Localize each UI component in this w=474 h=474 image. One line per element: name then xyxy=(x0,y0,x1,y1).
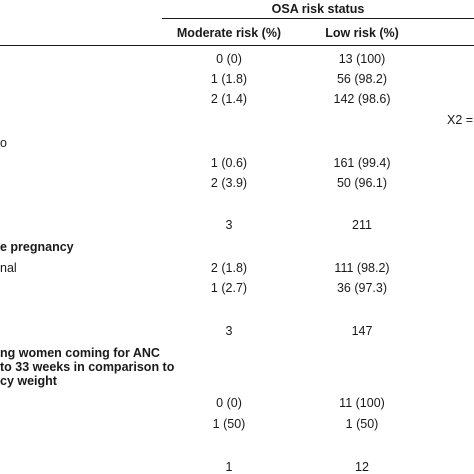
header-group-rule xyxy=(162,18,474,19)
column-header-moderate: Moderate risk (%) xyxy=(176,26,282,40)
cell-moderate: 1 (2.7) xyxy=(210,281,248,295)
cell-moderate-total: 1 xyxy=(225,460,233,474)
header-bottom-rule xyxy=(0,45,474,46)
cell-low: 13 (100) xyxy=(338,52,386,66)
section-heading-line: to 33 weeks in comparison to xyxy=(0,360,175,374)
cell-low: 56 (98.2) xyxy=(336,72,388,86)
row-label: o xyxy=(0,136,7,150)
cell-low: 111 (98.2) xyxy=(334,261,390,275)
cell-low: 142 (98.6) xyxy=(333,92,391,106)
cell-moderate: 0 (0) xyxy=(216,396,242,410)
row-label: nal xyxy=(0,261,17,275)
cell-moderate: 2 (1.4) xyxy=(210,92,248,106)
column-header-low: Low risk (%) xyxy=(325,26,399,40)
cell-moderate: 1 (0.6) xyxy=(210,156,248,170)
cell-low-total: 12 xyxy=(355,460,369,474)
section-heading-line: ng women coming for ANC xyxy=(0,346,160,360)
cell-moderate-total: 3 xyxy=(225,218,233,232)
chi-square-label: X2 = xyxy=(447,113,474,127)
cell-low-total: 147 xyxy=(351,324,373,338)
cell-low: 50 (96.1) xyxy=(336,176,388,190)
cell-moderate: 1 (50) xyxy=(212,417,246,431)
cell-moderate: 0 (0) xyxy=(216,52,242,66)
cell-moderate-total: 3 xyxy=(225,324,233,338)
cell-moderate: 2 (1.8) xyxy=(210,261,248,275)
section-heading: e pregnancy xyxy=(0,240,74,254)
cell-low: 11 (100) xyxy=(339,396,385,410)
section-heading-line: cy weight xyxy=(0,374,57,388)
group-header: OSA risk status xyxy=(271,2,365,16)
cell-moderate: 1 (1.8) xyxy=(210,72,248,86)
cell-low: 36 (97.3) xyxy=(336,281,388,295)
cell-low: 161 (99.4) xyxy=(333,156,391,170)
cell-low-total: 211 xyxy=(352,218,372,232)
cell-low: 1 (50) xyxy=(345,417,379,431)
cell-moderate: 2 (3.9) xyxy=(210,176,248,190)
